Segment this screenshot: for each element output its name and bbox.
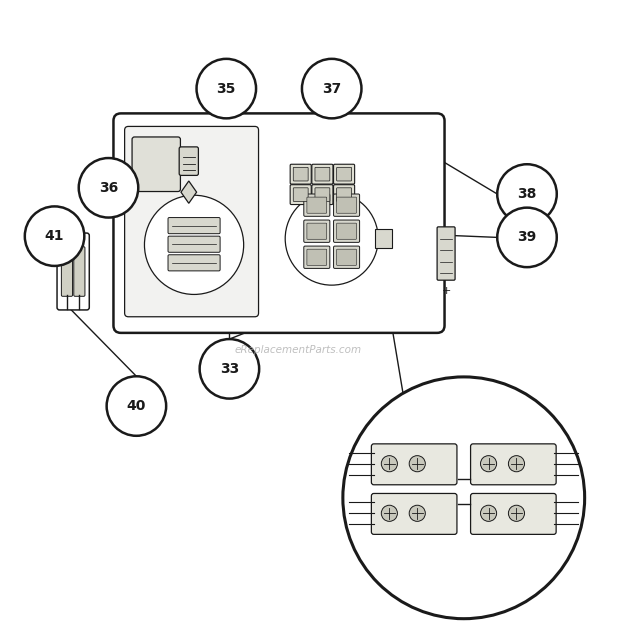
FancyBboxPatch shape	[307, 223, 327, 239]
Circle shape	[409, 455, 425, 472]
FancyBboxPatch shape	[334, 220, 360, 242]
FancyBboxPatch shape	[337, 197, 356, 213]
FancyBboxPatch shape	[334, 194, 360, 216]
Circle shape	[285, 192, 378, 285]
Circle shape	[381, 455, 397, 472]
FancyBboxPatch shape	[371, 494, 457, 534]
Circle shape	[409, 505, 425, 522]
FancyBboxPatch shape	[471, 444, 556, 485]
FancyBboxPatch shape	[334, 164, 355, 184]
FancyBboxPatch shape	[337, 167, 352, 181]
Text: 33: 33	[219, 362, 239, 376]
Circle shape	[144, 195, 244, 294]
Circle shape	[480, 505, 497, 522]
Bar	[375, 230, 392, 248]
FancyBboxPatch shape	[334, 184, 355, 205]
Text: +: +	[441, 286, 451, 296]
Circle shape	[302, 59, 361, 118]
FancyBboxPatch shape	[337, 223, 356, 239]
FancyBboxPatch shape	[371, 444, 457, 485]
FancyBboxPatch shape	[293, 167, 308, 181]
Circle shape	[200, 339, 259, 399]
FancyBboxPatch shape	[113, 113, 445, 333]
Circle shape	[480, 455, 497, 472]
FancyBboxPatch shape	[312, 184, 333, 205]
FancyBboxPatch shape	[307, 249, 327, 265]
FancyBboxPatch shape	[437, 227, 455, 280]
FancyBboxPatch shape	[304, 246, 330, 268]
FancyBboxPatch shape	[315, 188, 330, 202]
FancyBboxPatch shape	[125, 127, 259, 317]
FancyBboxPatch shape	[74, 247, 85, 296]
FancyBboxPatch shape	[168, 218, 220, 233]
Circle shape	[508, 505, 525, 522]
FancyBboxPatch shape	[304, 194, 330, 216]
Circle shape	[25, 207, 84, 266]
Circle shape	[197, 59, 256, 118]
FancyBboxPatch shape	[337, 249, 356, 265]
Circle shape	[107, 377, 166, 436]
Text: 41: 41	[45, 229, 64, 243]
FancyBboxPatch shape	[57, 233, 89, 310]
Text: eReplacementParts.com: eReplacementParts.com	[234, 345, 361, 356]
Text: 35: 35	[216, 81, 236, 95]
Circle shape	[497, 164, 557, 224]
FancyBboxPatch shape	[132, 137, 180, 191]
Text: 38: 38	[517, 187, 537, 201]
Polygon shape	[181, 181, 197, 204]
FancyBboxPatch shape	[312, 164, 333, 184]
FancyBboxPatch shape	[315, 167, 330, 181]
FancyBboxPatch shape	[471, 494, 556, 534]
FancyBboxPatch shape	[179, 147, 198, 176]
Circle shape	[79, 158, 138, 218]
FancyBboxPatch shape	[61, 247, 73, 296]
FancyBboxPatch shape	[290, 184, 311, 205]
FancyBboxPatch shape	[334, 246, 360, 268]
Circle shape	[497, 207, 557, 267]
FancyBboxPatch shape	[304, 220, 330, 242]
Circle shape	[381, 505, 397, 522]
FancyBboxPatch shape	[168, 236, 220, 252]
Text: 36: 36	[99, 181, 118, 195]
FancyBboxPatch shape	[307, 197, 327, 213]
Circle shape	[343, 377, 585, 619]
FancyBboxPatch shape	[290, 164, 311, 184]
FancyBboxPatch shape	[293, 188, 308, 202]
Circle shape	[508, 455, 525, 472]
FancyBboxPatch shape	[168, 255, 220, 271]
FancyBboxPatch shape	[337, 188, 352, 202]
Text: 39: 39	[517, 230, 537, 244]
Text: 37: 37	[322, 81, 342, 95]
Text: 40: 40	[126, 399, 146, 413]
